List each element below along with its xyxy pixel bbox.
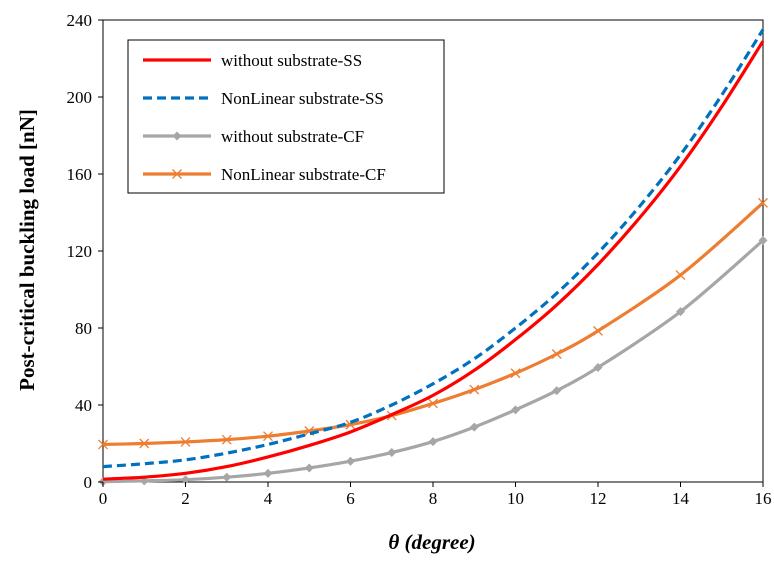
legend-marker xyxy=(172,169,182,179)
x-tick-label: 14 xyxy=(672,489,690,508)
data-point-marker xyxy=(675,270,686,281)
data-point-marker xyxy=(469,384,480,395)
data-point-marker xyxy=(346,456,355,466)
y-tick-label: 240 xyxy=(67,11,93,30)
data-point-marker xyxy=(221,434,232,445)
data-point-marker xyxy=(511,405,520,415)
legend-label: NonLinear substrate-SS xyxy=(221,89,384,108)
x-tick-label: 16 xyxy=(755,489,772,508)
data-point-marker xyxy=(676,307,685,317)
data-point-marker xyxy=(263,468,273,478)
data-point-marker xyxy=(428,398,438,409)
legend-entry: without substrate-CF xyxy=(143,127,364,146)
y-tick-label: 160 xyxy=(67,165,93,184)
data-point-marker xyxy=(180,437,191,447)
x-tick-label: 8 xyxy=(429,489,438,508)
x-tick-label: 12 xyxy=(590,489,607,508)
x-tick-label: 2 xyxy=(181,489,190,508)
legend-entry: without substrate-SS xyxy=(143,51,362,70)
legend-label: without substrate-CF xyxy=(221,127,364,146)
data-point-marker xyxy=(387,448,397,458)
y-tick-label: 120 xyxy=(67,242,93,261)
data-point-marker xyxy=(758,197,768,208)
data-point-marker xyxy=(758,235,768,245)
x-axis-label: θ (degree) xyxy=(388,530,475,554)
x-tick-label: 0 xyxy=(99,489,108,508)
data-point-marker xyxy=(304,463,314,473)
legend-entry: NonLinear substrate-SS xyxy=(143,89,384,108)
y-axis-label: Post-critical buckling load [nN] xyxy=(15,109,39,391)
x-tick-label: 10 xyxy=(507,489,524,508)
legend-box xyxy=(127,39,445,194)
legend-entry: NonLinear substrate-CF xyxy=(143,165,386,184)
data-point-marker xyxy=(552,386,562,396)
series-line-1 xyxy=(102,28,765,469)
data-point-marker xyxy=(593,362,603,372)
data-point-marker xyxy=(593,325,603,336)
data-point-marker xyxy=(263,431,273,442)
y-tick-label: 80 xyxy=(75,319,92,338)
legend-label: NonLinear substrate-CF xyxy=(221,165,386,184)
y-tick-label: 200 xyxy=(67,88,93,107)
y-tick-label: 40 xyxy=(75,396,92,415)
data-point-marker xyxy=(510,368,521,379)
legend-label: without substrate-SS xyxy=(221,51,362,70)
data-point-marker xyxy=(98,439,108,450)
data-point-marker xyxy=(222,472,232,482)
data-point-marker xyxy=(181,475,190,485)
series-line-0 xyxy=(102,40,765,481)
legend: without substrate-SS NonLinear substrate-… xyxy=(127,39,445,194)
legend-marker xyxy=(172,131,182,141)
data-point-marker xyxy=(469,422,479,432)
data-point-marker xyxy=(428,437,438,447)
x-tick-label: 4 xyxy=(264,489,273,508)
data-point-marker xyxy=(551,349,562,359)
x-tick-label: 6 xyxy=(346,489,355,508)
data-point-marker xyxy=(139,438,150,449)
y-tick-label: 0 xyxy=(84,473,93,492)
